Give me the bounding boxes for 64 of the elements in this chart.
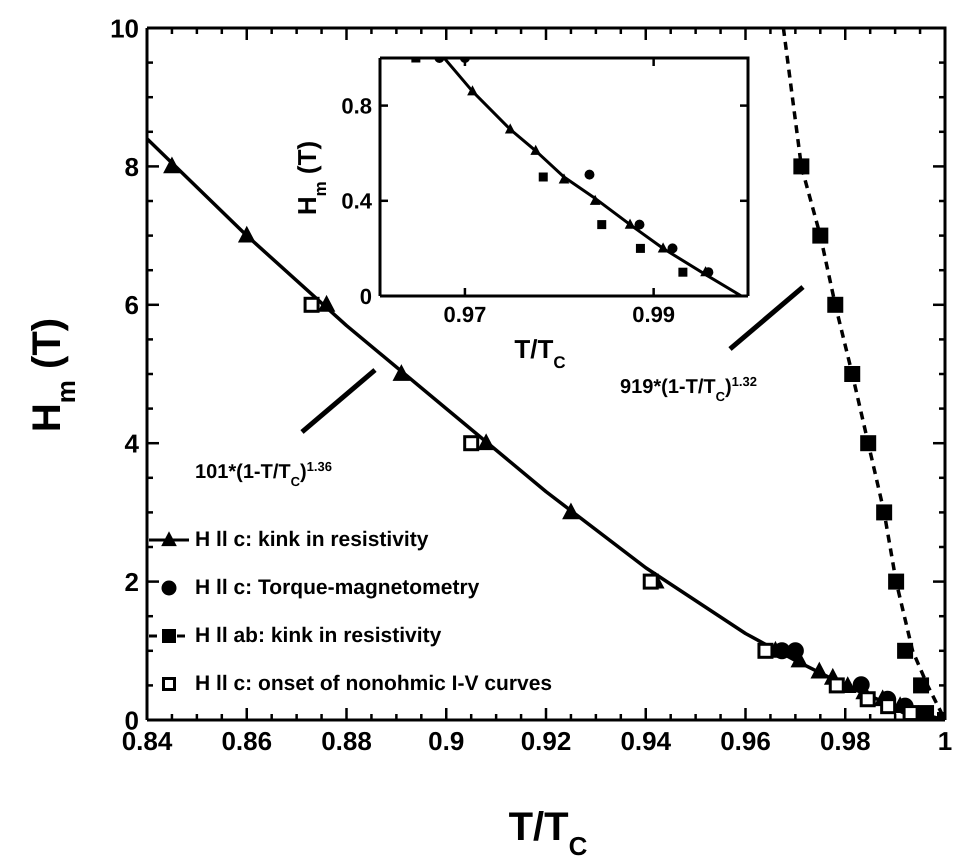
- point: [793, 158, 810, 174]
- point: [786, 642, 804, 660]
- point: [668, 243, 678, 254]
- y-tick-label: 4: [124, 428, 140, 459]
- x-tick-label: 0.97: [444, 302, 486, 327]
- x-tick-label: 0.94: [620, 726, 672, 756]
- point: [562, 503, 580, 520]
- point: [634, 220, 644, 230]
- point: [642, 574, 659, 590]
- point: [880, 698, 896, 714]
- x-tick-label: 0.96: [720, 726, 771, 756]
- point: [897, 642, 914, 659]
- x-tick-label: 0.99: [632, 302, 676, 327]
- point: [304, 296, 320, 313]
- x-tick-label: 0.92: [520, 726, 572, 756]
- y-tick-label: 0.4: [341, 188, 373, 214]
- y-tick-label: 10: [110, 13, 139, 44]
- x-tick-label: 0.9: [428, 726, 464, 756]
- y-tick-label: 0: [360, 284, 372, 309]
- point: [918, 705, 934, 720]
- point: [844, 366, 860, 382]
- point: [318, 296, 336, 312]
- point: [590, 195, 600, 205]
- annotation: 101*(1-T/T$_{C}$)$^{1.36}$: [195, 458, 332, 488]
- point: [559, 174, 569, 184]
- point: [828, 677, 845, 694]
- point: [810, 662, 828, 678]
- point: [852, 676, 870, 694]
- point: [902, 705, 919, 720]
- legend-label: H ll c: onset of nonohmic I-V curves: [195, 672, 552, 696]
- point: [584, 170, 594, 180]
- point: [597, 220, 606, 230]
- point: [827, 296, 844, 313]
- y-tick-label: 6: [124, 290, 139, 320]
- point: [658, 242, 668, 252]
- x-tick-label: 0.98: [820, 726, 871, 756]
- point: [757, 642, 774, 659]
- point: [678, 268, 688, 277]
- x-axis-title: T/T$_{C}$: [514, 334, 566, 372]
- point: [860, 435, 876, 452]
- y-tick-label: 2: [124, 566, 139, 597]
- point: [163, 157, 180, 174]
- y-tick-label: 8: [124, 152, 139, 182]
- x-axis-title: T/T$_{C}$: [508, 805, 588, 859]
- y-tick-label: 0.8: [341, 94, 372, 119]
- point: [888, 574, 904, 590]
- point: [636, 244, 645, 253]
- point: [538, 172, 548, 182]
- point: [860, 691, 876, 708]
- x-tick-label: 0.86: [221, 726, 272, 756]
- point: [913, 677, 930, 694]
- x-tick-label: 0.88: [321, 726, 372, 756]
- point: [238, 226, 256, 242]
- point: [876, 504, 892, 520]
- point: [625, 219, 636, 229]
- legend-label: H ll ab: kink in resistivity: [195, 624, 442, 648]
- point: [463, 435, 480, 452]
- annotation: 919*(1-T/T$_{C}$)$^{1.32}$: [620, 374, 757, 404]
- x-tick-label: 1: [938, 726, 952, 756]
- legend-label: H ll c: Torque-magnetometry: [195, 576, 480, 600]
- point: [392, 364, 410, 381]
- point: [812, 228, 828, 244]
- legend-label: H ll c: kink in resistivity: [195, 528, 428, 552]
- point: [478, 434, 495, 450]
